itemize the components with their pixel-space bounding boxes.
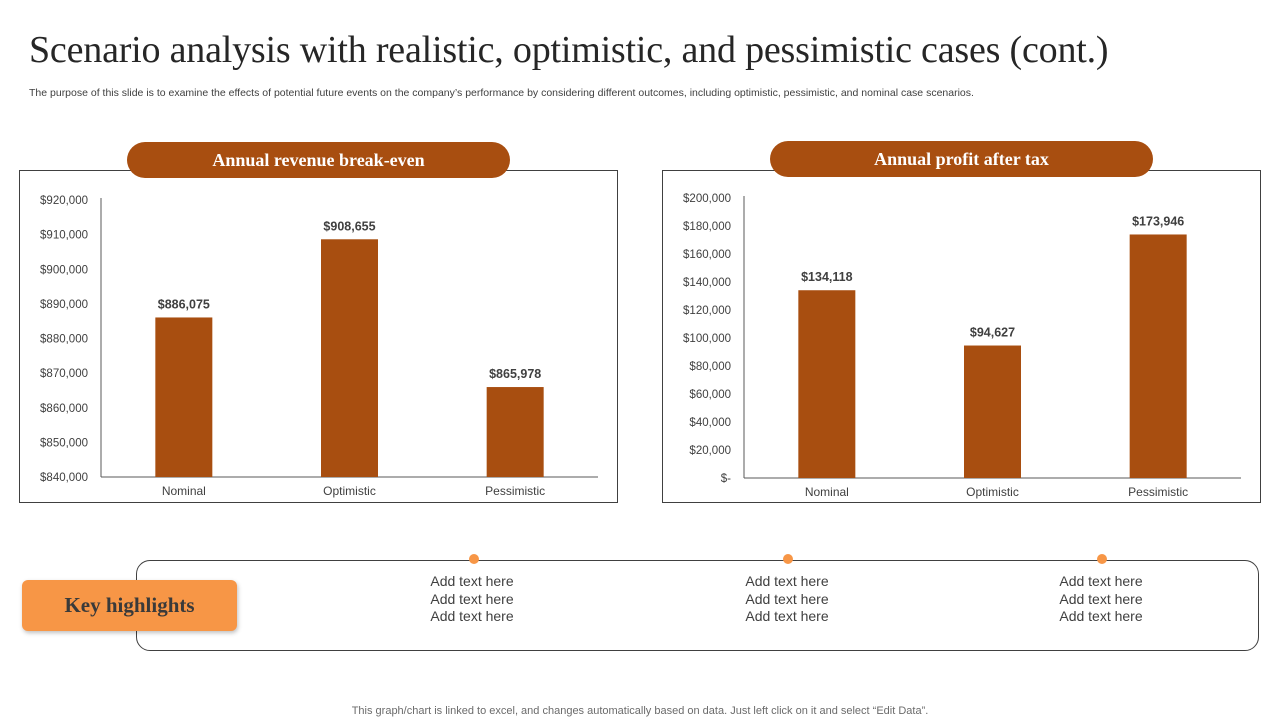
bar-pessimistic[interactable] [486, 387, 544, 477]
highlight-text[interactable]: Add text here [745, 608, 829, 624]
x-tick-label: Pessimistic [485, 484, 545, 498]
x-tick-label: Optimistic [966, 485, 1019, 499]
x-tick-label: Nominal [162, 484, 206, 498]
x-tick-label: Pessimistic [1128, 485, 1188, 499]
highlight-column-2: Add text here Add text here Add text her… [687, 573, 887, 626]
y-tick-label: $920,000 [40, 195, 88, 207]
highlight-column-1: Add text here Add text here Add text her… [372, 573, 572, 626]
y-tick-label: $- [721, 473, 731, 485]
highlight-text[interactable]: Add text here [1059, 573, 1143, 589]
data-label: $173,946 [1132, 214, 1184, 228]
highlight-text[interactable]: Add text here [430, 590, 514, 607]
y-tick-label: $40,000 [689, 417, 731, 429]
y-tick-label: $180,000 [683, 221, 731, 233]
highlight-column-3: Add text here Add text here Add text her… [1001, 573, 1201, 626]
x-tick-label: Nominal [805, 485, 849, 499]
bar-optimistic[interactable] [321, 239, 378, 477]
y-tick-label: $20,000 [689, 445, 731, 457]
revenue-chart-frame[interactable]: $840,000 $850,000 $860,000 $870,000 $880,000… [19, 170, 618, 503]
highlight-text[interactable]: Add text here [430, 608, 514, 624]
profit-chart-frame[interactable]: $- $20,000 $40,000 $60,000 $80,000 $100,000 $1… [662, 170, 1261, 503]
y-tick-label: $200,000 [683, 193, 731, 205]
highlight-text[interactable]: Add text here [745, 590, 829, 607]
y-tick-label: $870,000 [40, 368, 88, 380]
bar-nominal[interactable] [798, 290, 856, 478]
highlight-text[interactable]: Add text here [1059, 590, 1143, 607]
y-tick-label: $910,000 [40, 230, 88, 242]
bar-optimistic[interactable] [964, 345, 1021, 478]
bar-nominal[interactable] [155, 317, 213, 477]
y-tick-label: $140,000 [683, 277, 731, 289]
highlight-dot [1097, 554, 1107, 564]
y-tick-label: $100,000 [683, 333, 731, 345]
y-tick-label: $160,000 [683, 249, 731, 261]
y-tick-label: $860,000 [40, 403, 88, 415]
y-tick-label: $60,000 [689, 389, 731, 401]
revenue-chart-title: Annual revenue break-even [127, 142, 510, 178]
bar-pessimistic[interactable] [1129, 234, 1187, 478]
y-tick-label: $880,000 [40, 334, 88, 346]
key-highlights-label: Key highlights [22, 580, 237, 631]
data-label: $94,627 [970, 326, 1015, 340]
footer-note: This graph/chart is linked to excel, and… [351, 705, 929, 717]
highlight-text[interactable]: Add text here [1059, 608, 1143, 624]
page-title: Scenario analysis with realistic, optimi… [29, 29, 1109, 71]
page-subtitle: The purpose of this slide is to examine … [29, 87, 974, 99]
y-tick-label: $120,000 [683, 305, 731, 317]
profit-chart-title: Annual profit after tax [770, 141, 1153, 177]
revenue-chart[interactable]: $840,000 $850,000 $860,000 $870,000 $880,000… [20, 171, 619, 504]
highlight-dot [469, 554, 479, 564]
data-label: $134,118 [801, 270, 852, 284]
y-tick-label: $900,000 [40, 264, 88, 276]
x-tick-label: Optimistic [323, 484, 376, 498]
y-tick-label: $890,000 [40, 299, 88, 311]
y-tick-label: $850,000 [40, 437, 88, 449]
highlight-text[interactable]: Add text here [745, 573, 829, 589]
profit-chart[interactable]: $- $20,000 $40,000 $60,000 $80,000 $100,000 $1… [663, 171, 1262, 504]
highlight-text[interactable]: Add text here [430, 573, 514, 589]
data-label: $908,655 [323, 219, 375, 233]
highlight-dot [783, 554, 793, 564]
data-label: $886,075 [158, 297, 210, 311]
y-tick-label: $840,000 [40, 472, 88, 484]
y-tick-label: $80,000 [689, 361, 731, 373]
data-label: $865,978 [489, 367, 541, 381]
